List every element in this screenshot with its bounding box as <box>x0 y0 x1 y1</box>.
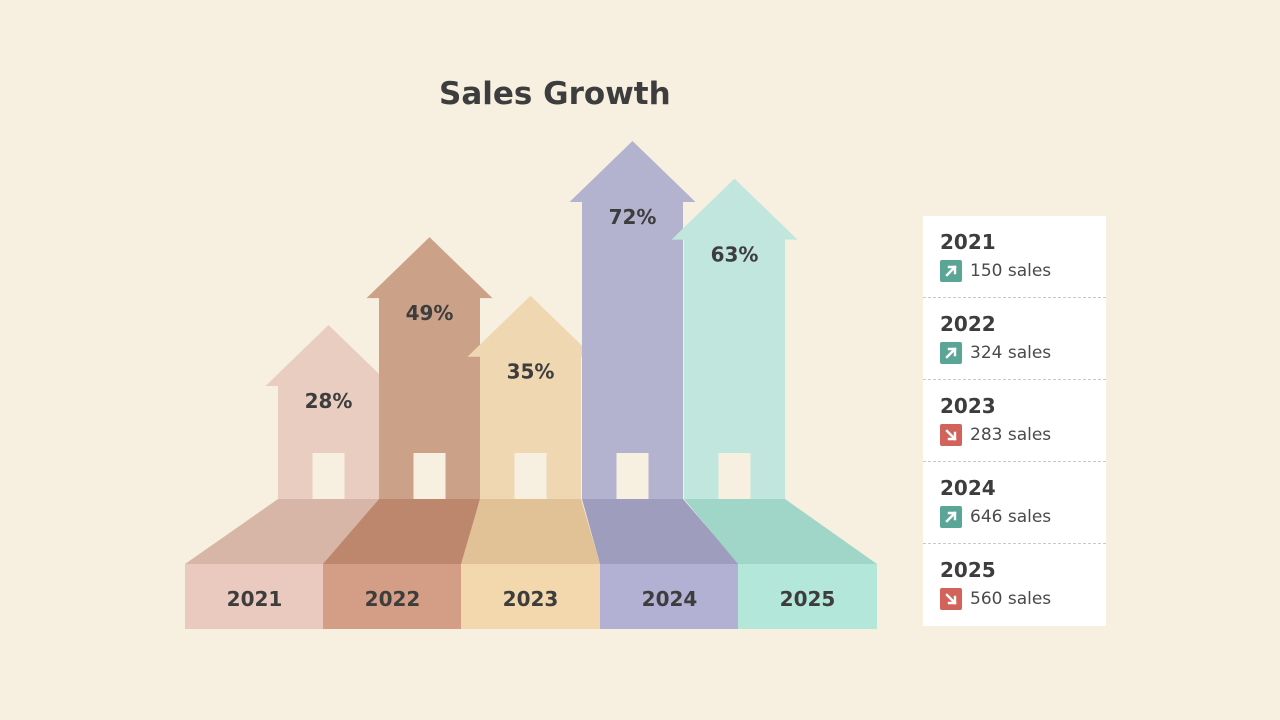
legend-sales: 150 sales <box>970 261 1052 281</box>
bar-2025 <box>671 178 798 500</box>
legend-year: 2025 <box>940 558 996 582</box>
floor-2022 <box>323 499 480 564</box>
legend-sales: 324 sales <box>970 343 1052 363</box>
category-label-2023: 2023 <box>503 587 559 611</box>
data-label-2021: 28% <box>305 389 353 413</box>
legend-sales: 560 sales <box>970 589 1052 609</box>
category-label-2025: 2025 <box>780 587 836 611</box>
legend-year: 2021 <box>940 230 996 254</box>
base-2023 <box>461 564 600 629</box>
legend-item-2024: 2024 646 sales <box>923 462 1106 544</box>
base-2025 <box>738 564 877 629</box>
trend-down-icon <box>940 424 962 446</box>
bar-2021 <box>265 325 392 499</box>
category-label-2021: 2021 <box>227 587 283 611</box>
legend-year: 2023 <box>940 394 996 418</box>
door-2023 <box>514 453 547 499</box>
floor-2025 <box>684 499 877 564</box>
trend-up-icon <box>940 342 962 364</box>
legend-item-2021: 2021 150 sales <box>923 216 1106 298</box>
bar-2024 <box>569 141 696 499</box>
legend-item-2022: 2022 324 sales <box>923 298 1106 380</box>
legend-item-2025: 2025 560 sales <box>923 544 1106 626</box>
legend-year: 2024 <box>940 476 996 500</box>
data-label-2024: 72% <box>609 205 657 229</box>
trend-up-icon <box>940 506 962 528</box>
sales-legend: 2021 150 sales 2022 324 sales 2023 283 s… <box>923 216 1106 626</box>
floor-2023 <box>461 499 600 564</box>
data-label-2025: 63% <box>711 243 759 267</box>
category-label-2024: 2024 <box>642 587 698 611</box>
base-2024 <box>600 564 739 629</box>
door-2021 <box>312 453 345 499</box>
floor-2024 <box>582 499 739 564</box>
legend-year: 2022 <box>940 312 996 336</box>
legend-sales: 283 sales <box>970 425 1052 445</box>
legend-sales: 646 sales <box>970 507 1052 527</box>
category-label-2022: 2022 <box>365 587 421 611</box>
bar-2023 <box>467 295 594 499</box>
floor-2021 <box>185 499 379 564</box>
data-label-2022: 49% <box>406 301 454 325</box>
base-2022 <box>323 564 462 629</box>
door-2024 <box>616 453 649 499</box>
trend-up-icon <box>940 260 962 282</box>
legend-item-2023: 2023 283 sales <box>923 380 1106 462</box>
chart-title: Sales Growth <box>439 76 671 112</box>
bar-2022 <box>366 237 493 499</box>
door-2025 <box>718 453 751 499</box>
door-2022 <box>413 453 446 499</box>
data-label-2023: 35% <box>507 360 555 384</box>
base-2021 <box>185 564 324 629</box>
trend-down-icon <box>940 588 962 610</box>
